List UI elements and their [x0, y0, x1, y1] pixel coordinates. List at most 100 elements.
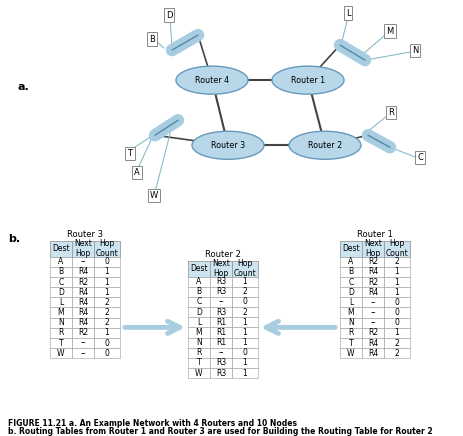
FancyBboxPatch shape	[210, 347, 232, 358]
Text: R3: R3	[215, 287, 225, 296]
FancyBboxPatch shape	[383, 277, 409, 287]
Text: R4: R4	[78, 267, 88, 276]
FancyBboxPatch shape	[361, 307, 383, 317]
Text: Dest: Dest	[190, 264, 207, 273]
Text: A: A	[58, 257, 63, 266]
FancyBboxPatch shape	[383, 241, 409, 257]
FancyBboxPatch shape	[339, 241, 361, 257]
FancyBboxPatch shape	[72, 257, 94, 267]
Text: Router 3: Router 3	[211, 141, 244, 150]
Text: 1: 1	[242, 318, 247, 327]
Text: N: N	[196, 338, 201, 347]
FancyBboxPatch shape	[50, 348, 72, 358]
FancyBboxPatch shape	[361, 267, 383, 277]
Text: L: L	[348, 298, 352, 307]
Text: 2: 2	[242, 308, 247, 317]
FancyBboxPatch shape	[232, 358, 257, 368]
Text: Router 2: Router 2	[205, 250, 240, 259]
Text: 0: 0	[104, 349, 109, 358]
FancyBboxPatch shape	[188, 347, 210, 358]
Text: R2: R2	[367, 257, 377, 266]
Text: R1: R1	[215, 318, 225, 327]
FancyBboxPatch shape	[72, 317, 94, 328]
Text: Next
Hop: Next Hop	[74, 239, 92, 259]
Text: R3: R3	[215, 308, 225, 317]
Text: N: N	[411, 46, 417, 54]
FancyBboxPatch shape	[232, 276, 257, 287]
Text: W: W	[150, 191, 158, 200]
FancyBboxPatch shape	[361, 257, 383, 267]
Text: 1: 1	[242, 328, 247, 337]
FancyBboxPatch shape	[361, 297, 383, 307]
FancyBboxPatch shape	[339, 257, 361, 267]
Text: R3: R3	[215, 358, 225, 368]
FancyBboxPatch shape	[232, 317, 257, 327]
Text: Dest: Dest	[341, 244, 359, 253]
FancyBboxPatch shape	[50, 277, 72, 287]
FancyBboxPatch shape	[94, 317, 120, 328]
Text: B: B	[348, 267, 353, 276]
FancyBboxPatch shape	[232, 287, 257, 297]
Text: L: L	[345, 9, 350, 17]
FancyBboxPatch shape	[188, 287, 210, 297]
FancyBboxPatch shape	[383, 307, 409, 317]
FancyBboxPatch shape	[339, 328, 361, 338]
FancyBboxPatch shape	[361, 348, 383, 358]
FancyBboxPatch shape	[94, 297, 120, 307]
Text: 0: 0	[242, 297, 247, 307]
Text: C: C	[348, 278, 353, 286]
FancyBboxPatch shape	[383, 328, 409, 338]
Text: L: L	[196, 318, 200, 327]
Text: 1: 1	[394, 288, 399, 296]
Text: Router 1: Router 1	[357, 230, 392, 239]
FancyBboxPatch shape	[50, 267, 72, 277]
Text: B: B	[149, 34, 155, 44]
Text: R4: R4	[367, 267, 377, 276]
Text: 0: 0	[394, 318, 399, 327]
Text: M: M	[195, 328, 202, 337]
Text: Hop
Count: Hop Count	[95, 239, 118, 259]
FancyBboxPatch shape	[339, 287, 361, 297]
FancyBboxPatch shape	[72, 328, 94, 338]
FancyBboxPatch shape	[361, 328, 383, 338]
FancyBboxPatch shape	[232, 347, 257, 358]
FancyBboxPatch shape	[210, 358, 232, 368]
Text: T: T	[196, 358, 201, 368]
Text: M: M	[347, 308, 354, 317]
Text: 1: 1	[242, 277, 247, 286]
Text: --: --	[369, 308, 375, 317]
Text: R3: R3	[215, 277, 225, 286]
Text: Router 4: Router 4	[194, 76, 229, 85]
Ellipse shape	[271, 66, 343, 94]
FancyBboxPatch shape	[210, 317, 232, 327]
FancyBboxPatch shape	[361, 317, 383, 328]
FancyBboxPatch shape	[50, 328, 72, 338]
FancyBboxPatch shape	[232, 261, 257, 276]
FancyBboxPatch shape	[94, 267, 120, 277]
Text: D: D	[58, 288, 64, 296]
Text: N: N	[58, 318, 64, 327]
FancyBboxPatch shape	[339, 267, 361, 277]
Text: b.: b.	[8, 234, 20, 244]
Text: T: T	[127, 149, 132, 158]
FancyBboxPatch shape	[72, 297, 94, 307]
Text: Next
Hop: Next Hop	[363, 239, 381, 259]
Text: --: --	[80, 349, 86, 358]
FancyBboxPatch shape	[188, 358, 210, 368]
FancyBboxPatch shape	[210, 261, 232, 276]
Text: W: W	[346, 349, 354, 358]
FancyBboxPatch shape	[50, 287, 72, 297]
Text: 1: 1	[394, 267, 399, 276]
Text: A: A	[196, 277, 201, 286]
FancyBboxPatch shape	[50, 307, 72, 317]
Text: R4: R4	[78, 298, 88, 307]
FancyBboxPatch shape	[94, 348, 120, 358]
Text: R: R	[196, 348, 201, 357]
Text: --: --	[369, 298, 375, 307]
FancyBboxPatch shape	[188, 337, 210, 347]
FancyBboxPatch shape	[50, 257, 72, 267]
Text: --: --	[218, 348, 223, 357]
Text: b. Routing Tables from Router 1 and Router 3 are used for Building the Routing T: b. Routing Tables from Router 1 and Rout…	[8, 426, 432, 436]
Text: N: N	[347, 318, 353, 327]
Text: 2: 2	[242, 287, 247, 296]
